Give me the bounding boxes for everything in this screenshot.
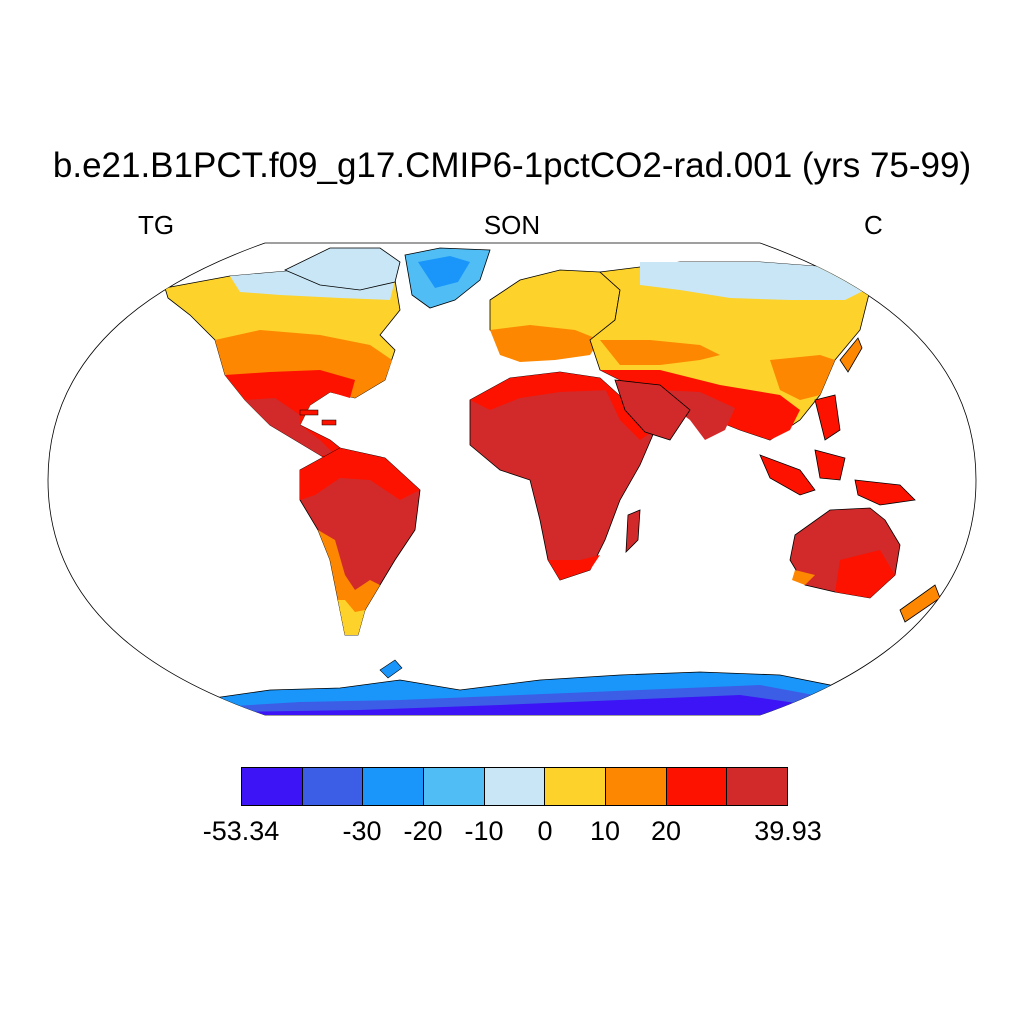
- colorbar-label: 20: [650, 816, 682, 846]
- australia: [789, 507, 901, 599]
- plot-title: b.e21.B1PCT.f09_g17.CMIP6-1pctCO2-rad.00…: [52, 146, 972, 185]
- colorbar-label: -53.34: [202, 816, 280, 846]
- colorbar-swatch: [363, 768, 425, 805]
- north-america: [164, 267, 401, 471]
- colorbar-swatch: [302, 768, 364, 805]
- europe: [489, 269, 621, 362]
- arctic-archipelago: [284, 247, 401, 291]
- madagascar: [625, 509, 641, 554]
- colorbar-swatch: [606, 768, 667, 805]
- southeast-asia-islands: [759, 394, 916, 506]
- colorbar-label: 10: [589, 816, 621, 846]
- colorbar-label: -20: [403, 816, 443, 846]
- arabia: [614, 379, 691, 441]
- units-label: C: [864, 210, 883, 240]
- colorbar-swatch: [242, 768, 303, 805]
- colorbar-swatch: [666, 768, 728, 805]
- colorbar-label: 0: [537, 816, 553, 846]
- asia: [589, 261, 871, 441]
- colorbar-label: -10: [464, 816, 504, 846]
- south-america: [299, 447, 421, 636]
- colorbar-swatch: [727, 768, 788, 805]
- antarctica: [199, 659, 831, 715]
- season-label: SON: [483, 210, 541, 240]
- caribbean-islands: [299, 409, 337, 426]
- variable-label: TG: [138, 210, 175, 240]
- colorbar-label: -30: [342, 816, 382, 846]
- colorbar-swatch: [484, 768, 546, 805]
- colorbar-label: 39.93: [754, 816, 822, 846]
- colorbar: [241, 767, 788, 806]
- colorbar-swatch: [424, 768, 485, 805]
- colorbar-swatch: [545, 768, 607, 805]
- japan: [839, 337, 863, 373]
